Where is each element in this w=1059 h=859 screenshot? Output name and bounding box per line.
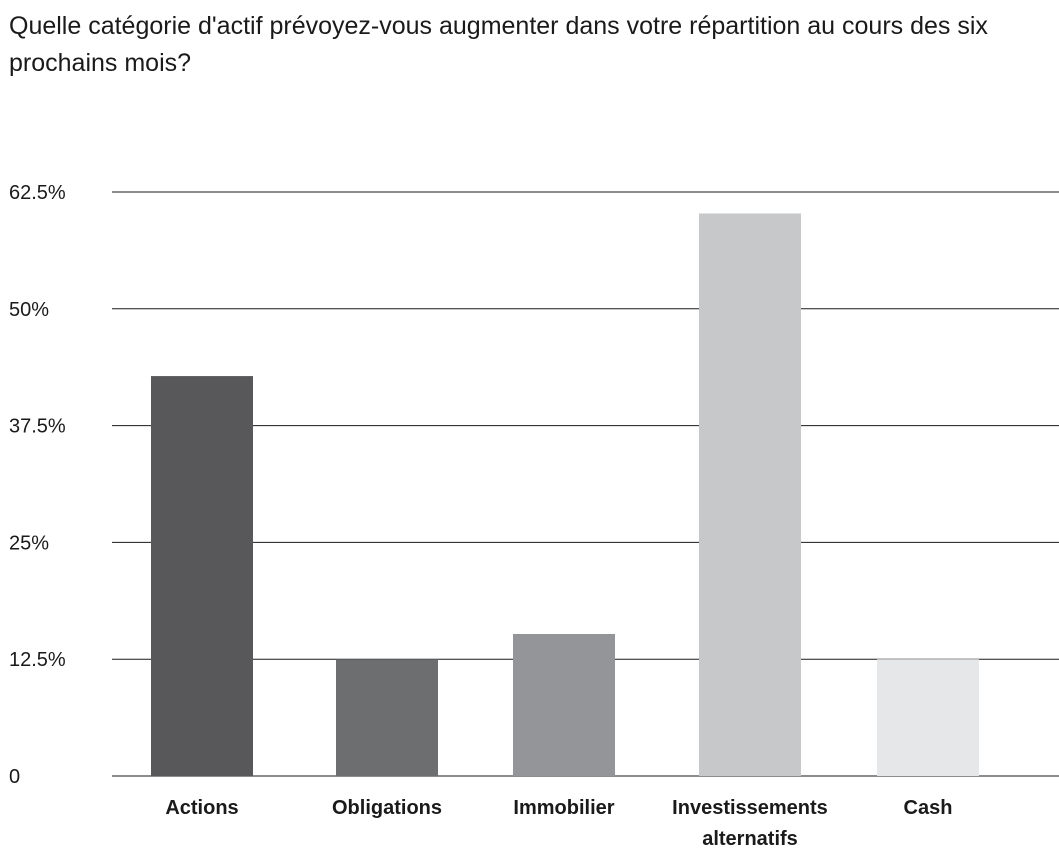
y-tick-label-2: 25% xyxy=(9,532,49,554)
bars xyxy=(151,213,979,776)
bar-4 xyxy=(877,659,979,776)
bar-0 xyxy=(151,376,253,776)
y-tick-label-0: 0 xyxy=(9,766,20,788)
y-tick-label-3: 37.5% xyxy=(9,416,66,438)
x-category-label-line: Actions xyxy=(165,797,238,819)
x-category-label-line: Investissements xyxy=(672,797,828,819)
x-category-label-line: Cash xyxy=(904,797,953,819)
x-category-label-2: Immobilier xyxy=(513,797,614,819)
y-tick-label-5: 62.5% xyxy=(9,182,66,204)
y-tick-label-1: 12.5% xyxy=(9,649,66,671)
bar-2 xyxy=(513,633,615,776)
bar-3 xyxy=(699,213,801,776)
chart-title: Quelle catégorie d'actif prévoyez-vous a… xyxy=(9,12,988,77)
x-category-label-line: alternatifs xyxy=(702,828,798,850)
x-axis-category-labels: Actions Obligations Immobilier Investisseme… xyxy=(165,797,952,850)
x-category-label-1: Obligations xyxy=(332,797,442,819)
x-category-label-4: Cash xyxy=(904,797,953,819)
x-category-label-3: Investissements alternatifs xyxy=(672,797,828,850)
y-tick-label-4: 50% xyxy=(9,299,49,321)
x-category-label-line: Obligations xyxy=(332,797,442,819)
bar-1 xyxy=(336,659,438,776)
y-axis-tick-labels: 0 12.5% 25% 37.5% 50% 62.5% xyxy=(9,182,66,788)
x-category-label-0: Actions xyxy=(165,797,238,819)
x-category-label-line: Immobilier xyxy=(513,797,614,819)
